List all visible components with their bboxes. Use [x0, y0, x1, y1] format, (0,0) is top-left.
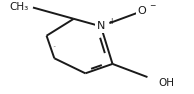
Text: CH₃: CH₃	[10, 2, 29, 12]
Text: OH: OH	[159, 78, 175, 88]
Text: −: −	[150, 2, 156, 11]
Text: +: +	[108, 17, 115, 26]
Text: O: O	[137, 6, 146, 16]
Text: N: N	[97, 21, 105, 31]
